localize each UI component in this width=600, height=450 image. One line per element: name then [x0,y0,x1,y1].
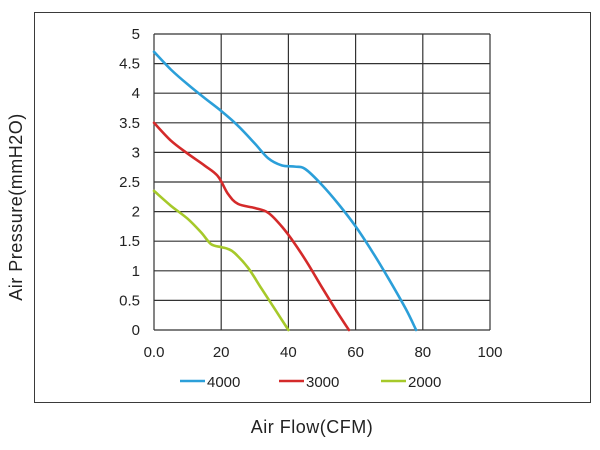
chart-frame [34,12,591,403]
y-tick-label: 0 [132,322,140,339]
x-tick-label: 40 [280,344,297,361]
x-tick-label: 0.0 [144,344,165,361]
y-tick-label: 2 [132,204,140,221]
x-tick-label: 60 [347,344,364,361]
y-tick-labels: 0 0.5 1 1.5 2 2.5 3 3.5 4 4.5 5 [119,26,140,339]
legend-label-2000: 2000 [408,374,441,391]
series-lines [152,50,418,332]
y-tick-label: 3 [132,144,140,161]
x-tick-label: 80 [414,344,431,361]
series-line-2000 [152,189,290,332]
y-axis-title: Air Pressure(mmH2O) [6,113,26,301]
y-tick-label: 1 [132,263,140,280]
legend: 4000 3000 2000 [180,374,441,391]
x-tick-labels: 0.0 20 40 60 80 100 [144,344,503,361]
x-tick-label: 100 [477,344,502,361]
y-tick-label: 4 [132,85,140,102]
grid [153,33,491,331]
y-tick-label: 5 [132,26,140,43]
series-line-4000 [152,50,418,332]
y-tick-label: 4.5 [119,56,140,73]
series-line-3000 [152,121,351,332]
legend-label-3000: 3000 [306,374,339,391]
legend-label-4000: 4000 [207,374,240,391]
x-axis-title: Air Flow(CFM) [251,417,373,437]
y-tick-label: 1.5 [119,233,140,250]
x-tick-label: 20 [213,344,230,361]
y-tick-label: 0.5 [119,292,140,309]
y-tick-label: 2.5 [119,174,140,191]
y-tick-label: 3.5 [119,115,140,132]
